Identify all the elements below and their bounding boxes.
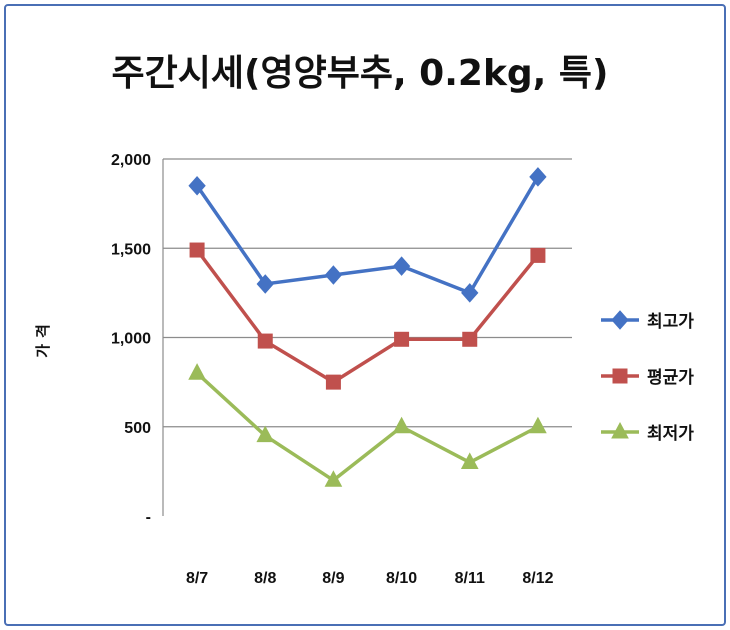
y-axis-ticks: - 500 1,000 1,500 2,000	[111, 152, 151, 526]
series-group	[188, 167, 547, 487]
legend-label: 최저가	[647, 424, 694, 444]
triangle-marker	[324, 470, 343, 487]
y-tick-label: 2,000	[111, 152, 151, 169]
gridlines	[162, 158, 572, 516]
x-tick-label: 8/11	[455, 570, 485, 587]
diamond-marker	[461, 283, 479, 303]
triangle-marker	[392, 416, 411, 434]
square-marker	[462, 331, 478, 347]
diamond-marker	[256, 274, 274, 294]
legend-label: 평균가	[647, 368, 694, 388]
square-marker	[325, 374, 341, 390]
triangle-marker	[460, 452, 479, 469]
x-axis-ticks: 8/7 8/8 8/9 8/10 8/11 8/12	[186, 570, 554, 587]
series-line	[195, 371, 539, 483]
y-tick-label: -	[146, 509, 151, 526]
square-marker	[530, 247, 546, 263]
diamond-marker	[188, 176, 206, 196]
y-axis-label: 가격	[34, 318, 52, 358]
x-tick-label: 8/7	[186, 570, 208, 587]
triangle-marker	[256, 425, 275, 443]
series-line	[195, 248, 540, 384]
chart-title: 주간시세(영양부추, 0.2kg, 특)	[112, 53, 609, 94]
diamond-marker	[529, 167, 547, 187]
y-tick-label: 1,000	[111, 331, 151, 348]
x-tick-label: 8/12	[522, 570, 553, 587]
x-tick-label: 8/10	[386, 570, 417, 587]
series-line	[195, 175, 540, 295]
triangle-marker	[529, 416, 547, 434]
square-marker	[189, 242, 205, 258]
x-tick-label: 8/8	[254, 570, 276, 587]
y-tick-label: 500	[124, 420, 151, 437]
diamond-marker	[392, 256, 411, 276]
x-tick-label: 8/9	[322, 570, 344, 587]
triangle-marker	[188, 363, 206, 380]
y-tick-label: 1,500	[111, 241, 151, 258]
triangle-marker	[611, 421, 629, 439]
diamond-marker	[611, 310, 629, 330]
square-marker	[612, 368, 628, 384]
square-marker	[257, 333, 273, 349]
legend-label: 최고가	[647, 312, 694, 332]
diamond-marker	[324, 265, 343, 285]
chart-frame	[4, 4, 726, 626]
square-marker	[394, 331, 410, 347]
